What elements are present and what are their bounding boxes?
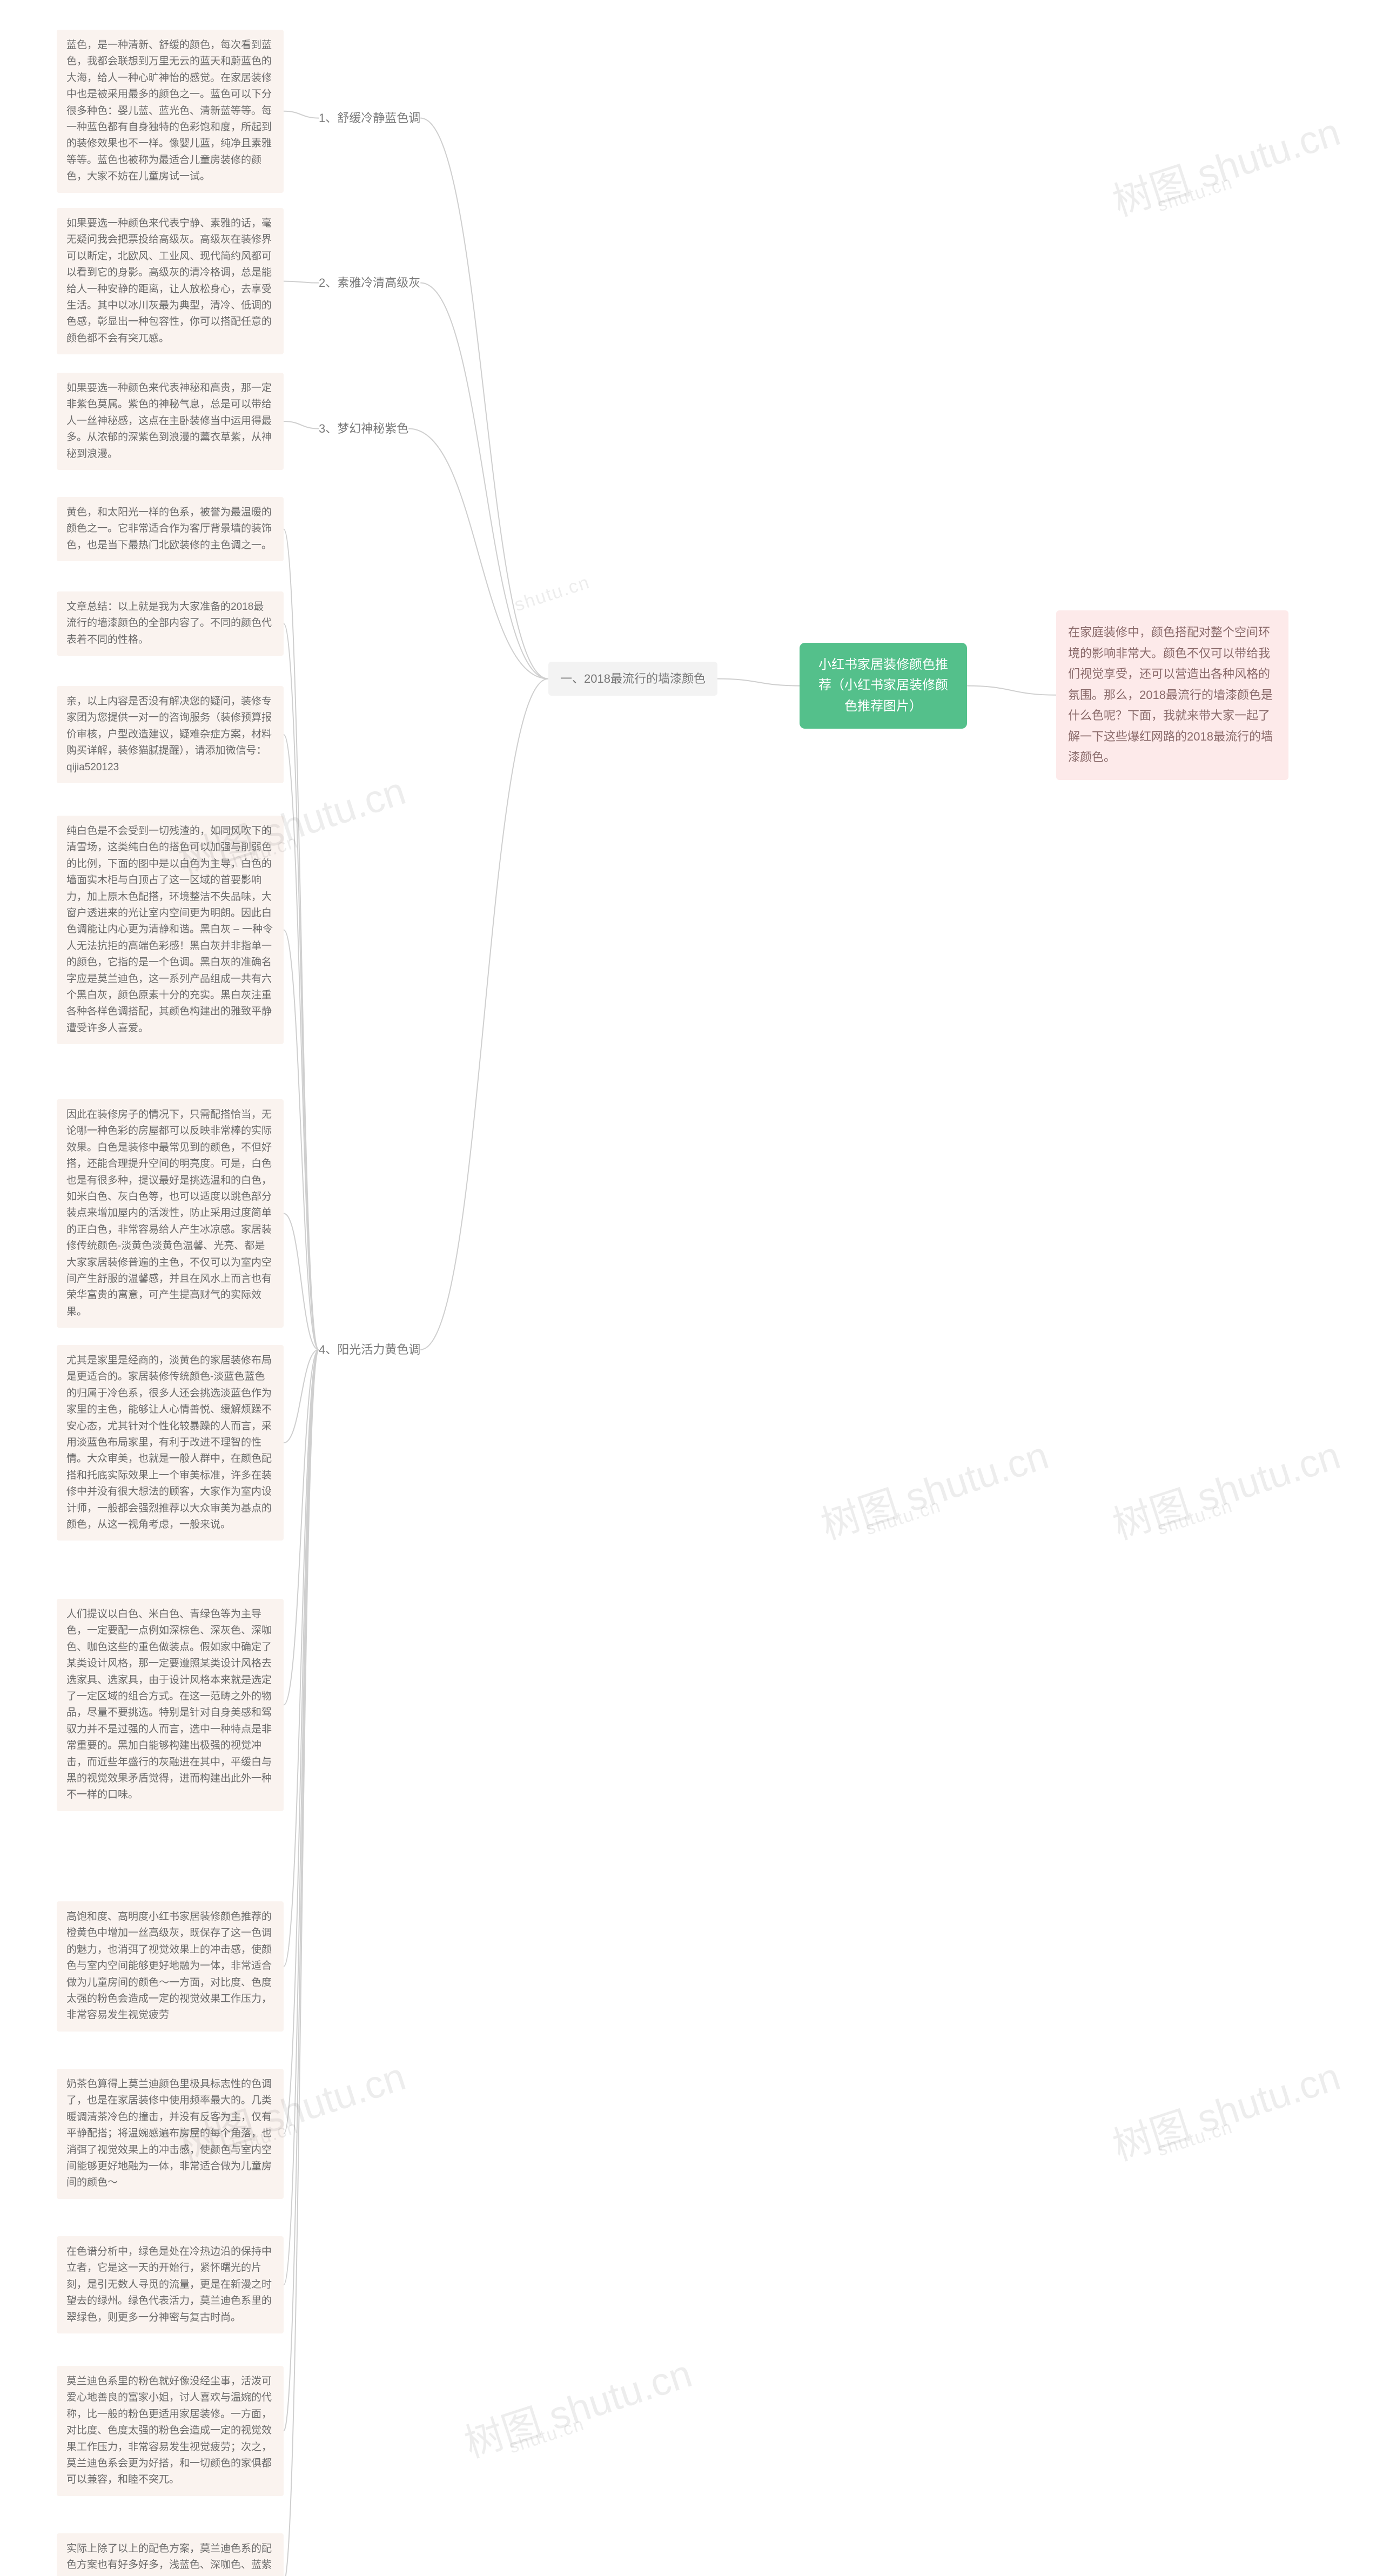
watermark: shutu.cn — [507, 2414, 588, 2458]
leaf-node[interactable]: 亲，以上内容是否没有解决您的疑问，装修专家团为您提供一对一的咨询服务（装修预算报… — [57, 686, 284, 783]
intro-node[interactable]: 在家庭装修中，颜色搭配对整个空间环境的影响非常大。颜色不仅可以带给我们视觉享受，… — [1056, 610, 1288, 780]
connector — [284, 1350, 319, 1967]
watermark: 树图 shutu.cn — [456, 2342, 697, 2469]
leaf-node[interactable]: 在色谱分析中，绿色是处在冷热边沿的保持中立者，它是这一天的开始行，紧怀曙光的片刻… — [57, 2236, 284, 2333]
connector — [420, 118, 548, 679]
connector — [284, 281, 319, 283]
leaf-node[interactable]: 奶茶色算得上莫兰迪颜色里极具标志性的色调了，也是在家居装修中使用频率最大的。几类… — [57, 2069, 284, 2199]
leaf-node[interactable]: 如果要选一种颜色来代表神秘和高贵，那一定非紫色莫属。紫色的神秘气息，总是可以带给… — [57, 373, 284, 470]
sublabel-2[interactable]: 2、素雅冷清高级灰 — [319, 270, 420, 295]
watermark: 树图 shutu.cn — [1104, 2044, 1346, 2171]
watermark: shutu.cn — [512, 572, 593, 616]
connector — [284, 1214, 319, 1350]
sublabel-3[interactable]: 3、梦幻神秘紫色 — [319, 416, 408, 441]
leaf-node[interactable]: 尤其是家里是经商的，淡黄色的家居装修布局是更适合的。家居装修传统颜色-淡蓝色蓝色… — [57, 1345, 284, 1541]
leaf-node[interactable]: 纯白色是不会受到一切残渣的，如同风吹下的清雪场，这类纯白色的搭色可以加强与削弱色… — [57, 816, 284, 1044]
leaf-node[interactable]: 莫兰迪色系里的粉色就好像没经尘事，活泼可爱心地善良的富家小姐，讨人喜欢与温婉的代… — [57, 2366, 284, 2496]
connector — [284, 421, 319, 429]
connector — [284, 930, 319, 1350]
watermark: 树图 shutu.cn — [1104, 100, 1346, 227]
watermark: 树图 shutu.cn — [813, 1423, 1054, 1550]
connector — [284, 1350, 319, 2576]
mindmap-canvas: 小红书家居装修颜色推荐（小红书家居装修颜色推荐图片） 在家庭装修中，颜色搭配对整… — [0, 0, 1383, 2576]
leaf-node[interactable]: 高饱和度、高明度小红书家居装修颜色推荐的橙黄色中增加一丝高级灰，既保存了这一色调… — [57, 1901, 284, 2032]
leaf-node[interactable]: 黄色，和太阳光一样的色系，被誉为最温暖的颜色之一。它非常适合作为客厅背景墙的装饰… — [57, 497, 284, 561]
connector — [284, 1350, 319, 1705]
connector — [420, 283, 548, 679]
leaf-node[interactable]: 因此在装修房子的情况下，只需配搭恰当，无论哪一种色彩的房屋都可以反映非常棒的实际… — [57, 1099, 284, 1328]
connector — [284, 624, 319, 1350]
connector — [420, 679, 548, 1350]
connector — [284, 111, 319, 118]
connector — [967, 686, 1056, 695]
connector — [284, 735, 319, 1350]
leaf-node[interactable]: 实际上除了以上的配色方案，莫兰迪色系的配色方案也有好多好多，浅蓝色、深咖色、蓝紫… — [57, 2533, 284, 2576]
root-node[interactable]: 小红书家居装修颜色推荐（小红书家居装修颜色推荐图片） — [800, 643, 967, 729]
connector — [284, 1350, 319, 2285]
connector — [284, 1350, 319, 2134]
leaf-node[interactable]: 人们提议以白色、米白色、青绿色等为主导色，一定要配一点例如深棕色、深灰色、深咖色… — [57, 1599, 284, 1811]
connector — [284, 529, 319, 1350]
watermark: shutu.cn — [1155, 2117, 1236, 2161]
sublabel-4[interactable]: 4、阳光活力黄色调 — [319, 1337, 420, 1362]
sublabel-1[interactable]: 1、舒缓冷静蓝色调 — [319, 105, 420, 131]
connector — [408, 429, 548, 679]
connector — [284, 1350, 319, 1443]
leaf-node[interactable]: 蓝色，是一种清新、舒缓的颜色，每次看到蓝色，我都会联想到万里无云的蓝天和蔚蓝色的… — [57, 30, 284, 193]
leaf-node[interactable]: 文章总结：以上就是我为大家准备的2018最流行的墙漆颜色的全部内容了。不同的颜色… — [57, 591, 284, 656]
connector — [717, 679, 800, 686]
watermark: 树图 shutu.cn — [1104, 1423, 1346, 1550]
connector — [284, 1350, 319, 2431]
watermark: shutu.cn — [1155, 1496, 1236, 1540]
watermark: shutu.cn — [1155, 172, 1236, 217]
watermark: shutu.cn — [863, 1496, 944, 1540]
section-node[interactable]: 一、2018最流行的墙漆颜色 — [548, 662, 717, 696]
leaf-node[interactable]: 如果要选一种颜色来代表宁静、素雅的话，毫无疑问我会把票投给高级灰。高级灰在装修界… — [57, 208, 284, 354]
